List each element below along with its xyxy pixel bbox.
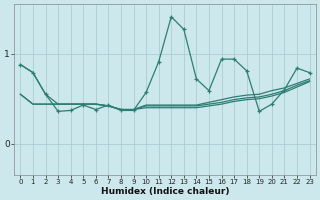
- X-axis label: Humidex (Indice chaleur): Humidex (Indice chaleur): [101, 187, 229, 196]
